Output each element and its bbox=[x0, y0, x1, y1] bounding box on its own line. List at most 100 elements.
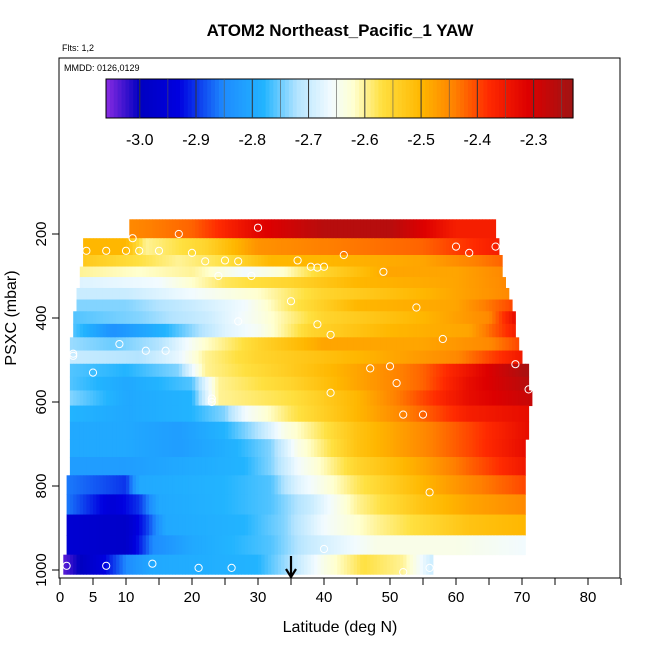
heatmap-cell bbox=[175, 266, 180, 278]
heatmap-cell bbox=[347, 238, 351, 256]
heatmap-cell bbox=[403, 255, 407, 268]
heatmap-cell bbox=[201, 554, 206, 575]
heatmap-cell bbox=[403, 363, 407, 378]
heatmap-cell bbox=[96, 323, 101, 338]
heatmap-cell bbox=[152, 350, 157, 365]
heatmap-cell bbox=[393, 266, 398, 278]
heatmap-cell bbox=[324, 363, 328, 378]
heatmap-cell bbox=[416, 238, 421, 256]
heatmap-cell bbox=[492, 219, 497, 239]
heatmap-cell bbox=[357, 494, 361, 516]
heatmap-cell bbox=[254, 337, 259, 352]
heatmap-cell bbox=[162, 363, 167, 378]
heatmap-cell bbox=[337, 514, 341, 536]
heatmap-cell bbox=[495, 376, 500, 391]
heatmap-cell bbox=[310, 337, 315, 352]
heatmap-cell bbox=[159, 299, 163, 312]
heatmap-cell bbox=[406, 255, 411, 268]
heatmap-cell bbox=[294, 266, 299, 278]
heatmap-cell bbox=[271, 350, 275, 365]
heatmap-cell bbox=[502, 390, 506, 407]
heatmap-cell bbox=[383, 390, 388, 407]
heatmap-cell bbox=[482, 350, 487, 365]
heatmap-cell bbox=[251, 323, 256, 338]
heatmap-cell bbox=[99, 421, 104, 440]
heatmap-cell bbox=[99, 475, 104, 495]
heatmap-cell bbox=[201, 350, 206, 365]
heatmap-cell bbox=[357, 350, 361, 365]
heatmap-cell bbox=[403, 457, 407, 476]
heatmap-cell bbox=[175, 255, 180, 268]
heatmap-cell bbox=[264, 323, 269, 338]
heatmap-cell bbox=[399, 376, 404, 391]
heatmap-cell bbox=[251, 350, 256, 365]
heatmap-cell bbox=[380, 277, 384, 289]
heatmap-cell bbox=[155, 376, 160, 391]
heatmap-cell bbox=[79, 439, 84, 458]
heatmap-cell bbox=[244, 350, 249, 365]
heatmap-cell bbox=[462, 337, 467, 352]
heatmap-cell bbox=[317, 337, 322, 352]
heatmap-cell bbox=[66, 535, 71, 556]
heatmap-cell bbox=[106, 554, 110, 575]
heatmap-cell bbox=[426, 421, 431, 440]
heatmap-cell bbox=[320, 337, 325, 352]
heatmap-cell bbox=[142, 299, 147, 312]
heatmap-cell bbox=[172, 514, 176, 536]
heatmap-cell bbox=[86, 494, 91, 516]
colorbar-segment bbox=[565, 79, 570, 118]
heatmap-cell bbox=[234, 255, 239, 268]
heatmap-cell bbox=[112, 376, 117, 391]
heatmap-row bbox=[79, 266, 503, 278]
heatmap-cell bbox=[264, 350, 269, 365]
heatmap-cell bbox=[485, 323, 490, 338]
heatmap-cell bbox=[475, 238, 480, 256]
latitude-marker bbox=[285, 556, 297, 580]
heatmap-cell bbox=[162, 287, 167, 301]
heatmap-cell bbox=[456, 390, 460, 407]
heatmap-cell bbox=[518, 376, 523, 391]
heatmap-cell bbox=[241, 439, 246, 458]
heatmap-cell bbox=[294, 238, 299, 256]
heatmap-cell bbox=[429, 439, 434, 458]
heatmap-cell bbox=[304, 350, 308, 365]
heatmap-cell bbox=[168, 421, 173, 440]
heatmap-cell bbox=[281, 514, 285, 536]
heatmap-cell bbox=[449, 287, 454, 301]
heatmap-cell bbox=[337, 363, 341, 378]
heatmap-cell bbox=[225, 311, 229, 325]
heatmap-cell bbox=[386, 287, 391, 301]
heatmap-cell bbox=[225, 554, 229, 575]
heatmap-cell bbox=[99, 439, 104, 458]
heatmap-cell bbox=[327, 311, 332, 325]
heatmap-cell bbox=[129, 219, 134, 239]
heatmap-cell bbox=[73, 363, 77, 378]
heatmap-cell bbox=[241, 287, 246, 301]
heatmap-cell bbox=[324, 311, 328, 325]
heatmap-cell bbox=[314, 219, 318, 239]
heatmap-cell bbox=[502, 311, 506, 325]
heatmap-cell bbox=[475, 494, 480, 516]
heatmap-cell bbox=[86, 311, 91, 325]
heatmap-cell bbox=[347, 390, 351, 407]
colorbar-segment bbox=[545, 79, 551, 118]
heatmap-cell bbox=[439, 219, 444, 239]
heatmap-cell bbox=[396, 350, 401, 365]
heatmap-cell bbox=[390, 554, 394, 575]
heatmap-cell bbox=[99, 363, 104, 378]
heatmap-cell bbox=[350, 475, 355, 495]
heatmap-cell bbox=[442, 277, 447, 289]
heatmap-cell bbox=[366, 350, 371, 365]
heatmap-cell bbox=[274, 350, 279, 365]
heatmap-cell bbox=[139, 277, 143, 289]
heatmap-row bbox=[69, 405, 530, 423]
heatmap-cell bbox=[93, 311, 97, 325]
heatmap-cell bbox=[363, 494, 368, 516]
heatmap-cell bbox=[178, 287, 183, 301]
heatmap-cell bbox=[267, 554, 272, 575]
heatmap-cell bbox=[198, 238, 203, 256]
heatmap-cell bbox=[201, 535, 206, 556]
heatmap-cell bbox=[310, 535, 315, 556]
heatmap-cell bbox=[261, 535, 266, 556]
heatmap-cell bbox=[96, 287, 101, 301]
